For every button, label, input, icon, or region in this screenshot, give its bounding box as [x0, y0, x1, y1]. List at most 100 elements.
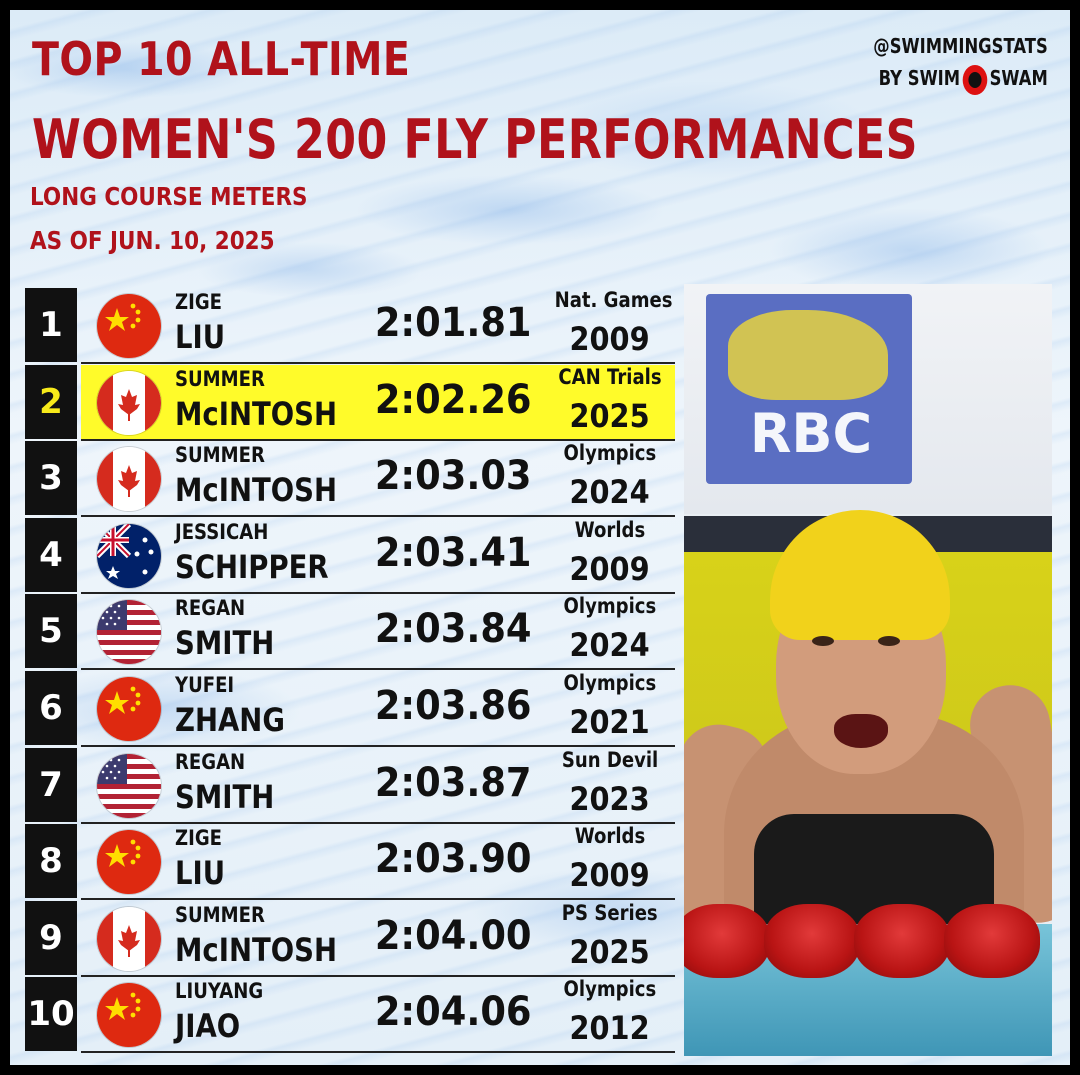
meet-year-value: 2021 [569, 703, 651, 741]
meet-name-value: Olympics [563, 441, 657, 466]
ranking-cell: JESSICAH SCHIPPER 2:03.41 Worlds 2009 [81, 518, 675, 594]
meet-name-value: Sun Devil [561, 747, 659, 772]
ranking-row: 2 SUMMER McINTOSH 2:02.26 CAN Trials 2025 [25, 364, 675, 441]
lane-rope-float [684, 904, 770, 978]
meet-name: Nat. Games [545, 288, 675, 312]
ranking-row: 1 ZIGE LIU 2:01.81 Nat. Games 2009 [25, 288, 675, 364]
meet-year: 2012 [545, 1009, 675, 1047]
china-flag-icon [97, 830, 161, 895]
canada-flag-icon [97, 447, 161, 512]
meet-name: Worlds [545, 824, 675, 848]
ranking-cell: SUMMER McINTOSH 2:03.03 Olympics 2024 [81, 441, 675, 518]
rank-number: 6 [25, 671, 77, 745]
lane-rope-float [764, 904, 860, 978]
brand-byline: BY SWIM SWAM [874, 62, 1048, 95]
swim-time: 2:04.06 [353, 989, 553, 1035]
swimmer-first-name: LIUYANG [175, 979, 264, 1004]
rank-number: 7 [25, 747, 77, 822]
meet-name: Olympics [545, 671, 675, 695]
meet-name: Olympics [545, 977, 675, 1001]
swimmer-last-name: SMITH [175, 624, 275, 663]
rbc-logo: RBC [706, 294, 912, 484]
lion-icon [728, 310, 888, 400]
rank-number: 5 [25, 594, 77, 669]
swim-time: 2:03.87 [353, 760, 553, 806]
meet-year: 2024 [545, 473, 675, 511]
rank-number: 3 [25, 441, 77, 516]
swim-time: 2:03.84 [353, 606, 553, 652]
ranking-row: 7 REGAN SMITH 2:03.87 Sun Devil 2023 [25, 747, 675, 824]
meet-year: 2009 [545, 320, 675, 358]
brand-logo: @SWIMMINGSTATS BY SWIM SWAM [835, 30, 1048, 95]
swim-time-value: 2:03.41 [374, 529, 532, 576]
swimmer-first-name: SUMMER [175, 443, 265, 468]
swim-time: 2:04.00 [353, 913, 553, 959]
swim-time-value: 2:03.87 [374, 759, 532, 806]
meet-year-value: 2025 [569, 932, 651, 971]
rbc-logo-text: RBC [749, 402, 873, 465]
swimmer-last-name: SMITH [175, 777, 275, 816]
swimmer-first-name: JESSICAH [175, 519, 269, 544]
subtitle-course: LONG COURSE METERS [30, 182, 308, 211]
meet-name: Sun Devil [545, 748, 675, 772]
ranking-cell: LIUYANG JIAO 2:04.06 Olympics 2012 [81, 977, 675, 1054]
swim-time-value: 2:03.90 [374, 836, 532, 883]
meet-year-value: 2009 [569, 549, 651, 588]
meet-name-value: Olympics [563, 977, 657, 1002]
swimmer-first-name: ZIGE [175, 826, 222, 851]
ranking-row: 6 YUFEI ZHANG 2:03.86 Olympics 2021 [25, 671, 675, 747]
swimmer-first-name: SUMMER [175, 366, 265, 391]
canada-flag-icon [97, 906, 161, 971]
meet-year-value: 2012 [569, 1009, 651, 1048]
meet-name: Olympics [545, 441, 675, 465]
meet-name-value: Worlds [574, 517, 646, 542]
title-line-1: TOP 10 ALL-TIME [32, 32, 411, 86]
china-flag-icon [97, 294, 161, 358]
swimmer-last-name: McINTOSH [175, 930, 337, 969]
athlete-eye-left [812, 636, 834, 646]
meet-year-value: 2023 [569, 779, 651, 818]
swim-time-value: 2:01.81 [374, 300, 532, 346]
australia-flag-icon [97, 523, 161, 588]
rank-number: 2 [25, 364, 77, 439]
swim-time-value: 2:03.84 [374, 606, 532, 653]
meet-year: 2025 [545, 397, 675, 435]
athlete-photo: RBC [684, 284, 1052, 1056]
poster: TOP 10 ALL-TIME WOMEN'S 200 FLY PERFORMA… [10, 10, 1070, 1065]
ranking-row: 10 LIUYANG JIAO 2:04.06 Olympics 2012 [25, 977, 675, 1054]
swimmer-last-name: JIAO [175, 1007, 241, 1046]
meet-year-value: 2024 [569, 473, 651, 512]
ranking-row: 9 SUMMER McINTOSH 2:04.00 PS Series 2025 [25, 900, 675, 977]
brand-by: BY SWIM [878, 66, 961, 90]
lane-rope-float [854, 904, 950, 978]
brand-handle: @SWIMMINGSTATS [873, 34, 1048, 58]
ranking-row: 5 REGAN SMITH 2:03.84 Olympics 2024 [25, 594, 675, 671]
swimmer-last-name: McINTOSH [175, 394, 337, 433]
rank-number: 8 [25, 824, 77, 899]
ranking-row: 8 ZIGE LIU 2:03.90 Worlds 2009 [25, 824, 675, 901]
ranking-row: 3 SUMMER McINTOSH 2:03.03 Olympics 2024 [25, 441, 675, 518]
swim-time: 2:03.03 [353, 453, 553, 499]
ranking-row: 4 JESSICAH SCHIPPER 2:03.41 Worlds 2009 [25, 517, 675, 594]
meet-name-value: Worlds [574, 824, 646, 849]
meet-year: 2021 [545, 703, 675, 741]
athlete-eye-right [878, 636, 900, 646]
swimmer-last-name: SCHIPPER [175, 547, 329, 586]
meet-year: 2024 [545, 626, 675, 664]
swim-time: 2:03.41 [353, 530, 553, 576]
meet-year-value: 2025 [569, 396, 651, 435]
meet-year-value: 2009 [569, 320, 651, 358]
rankings-table: 1 ZIGE LIU 2:01.81 Nat. Games 2009 2 SUMMER McIN… [25, 288, 675, 1054]
meet-name-value: Nat. Games [554, 288, 673, 312]
rank-number: 1 [25, 288, 77, 362]
swim-time: 2:01.81 [353, 300, 553, 346]
lane-rope-float [944, 904, 1040, 978]
ranking-cell: REGAN SMITH 2:03.84 Olympics 2024 [81, 594, 675, 671]
china-flag-icon [97, 983, 161, 1048]
swim-time: 2:03.86 [353, 683, 553, 729]
meet-name-value: CAN Trials [558, 364, 662, 389]
ranking-cell: SUMMER McINTOSH 2:02.26 CAN Trials 2025 [81, 364, 675, 441]
usa-flag-icon [97, 753, 161, 818]
swimmer-first-name: ZIGE [175, 290, 222, 314]
meet-name-value: Olympics [563, 594, 657, 619]
